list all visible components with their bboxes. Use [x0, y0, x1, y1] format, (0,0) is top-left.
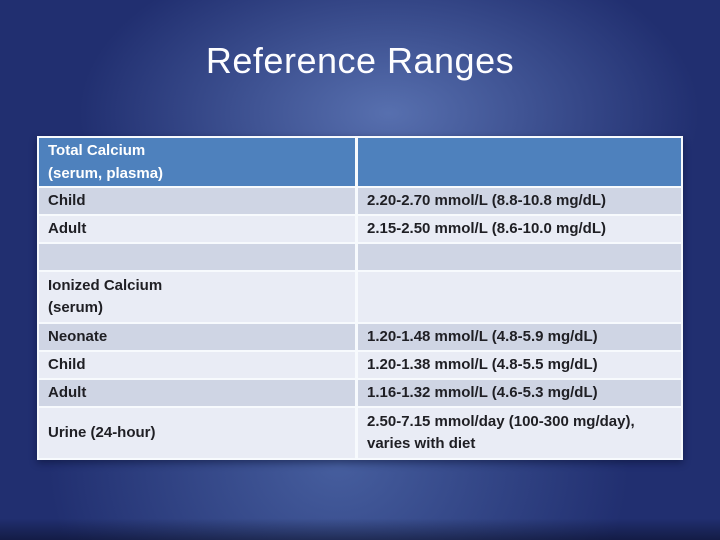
- table-row: Child 2.20-2.70 mmol/L (8.8-10.8 mg/dL): [39, 188, 681, 214]
- row-label: Ionized Calcium (serum): [39, 272, 355, 322]
- row-label: Adult: [39, 216, 355, 242]
- table-row-empty: [39, 244, 681, 270]
- table-header-label: Total Calcium (serum, plasma): [39, 138, 355, 186]
- row-value: 1.20-1.38 mmol/L (4.8-5.5 mg/dL): [358, 352, 681, 378]
- row-value: 1.20-1.48 mmol/L (4.8-5.9 mg/dL): [358, 324, 681, 350]
- row-value: 2.15-2.50 mmol/L (8.6-10.0 mg/dL): [358, 216, 681, 242]
- table-row: Ionized Calcium (serum): [39, 272, 681, 322]
- row-value: 1.16-1.32 mmol/L (4.6-5.3 mg/dL): [358, 380, 681, 406]
- row-value: [358, 272, 681, 322]
- table-row: Adult 1.16-1.32 mmol/L (4.6-5.3 mg/dL): [39, 380, 681, 406]
- table-header-row: Total Calcium (serum, plasma): [39, 138, 681, 186]
- row-label: Adult: [39, 380, 355, 406]
- table-row: Neonate 1.20-1.48 mmol/L (4.8-5.9 mg/dL): [39, 324, 681, 350]
- row-value: 2.20-2.70 mmol/L (8.8-10.8 mg/dL): [358, 188, 681, 214]
- row-label: Neonate: [39, 324, 355, 350]
- table-row: Adult 2.15-2.50 mmol/L (8.6-10.0 mg/dL): [39, 216, 681, 242]
- reference-ranges-table: Total Calcium (serum, plasma) Child 2.20…: [37, 136, 683, 460]
- row-value: [358, 244, 681, 270]
- page-title: Reference Ranges: [205, 40, 515, 81]
- table-row: Child 1.20-1.38 mmol/L (4.8-5.5 mg/dL): [39, 352, 681, 378]
- row-value: 2.50-7.15 mmol/day (100-300 mg/day), var…: [358, 408, 681, 458]
- row-label: [39, 244, 355, 270]
- table-row: Urine (24-hour) 2.50-7.15 mmol/day (100-…: [39, 408, 681, 458]
- table-header-value: [358, 138, 681, 186]
- row-label: Child: [39, 188, 355, 214]
- row-label: Child: [39, 352, 355, 378]
- row-label: Urine (24-hour): [39, 408, 355, 458]
